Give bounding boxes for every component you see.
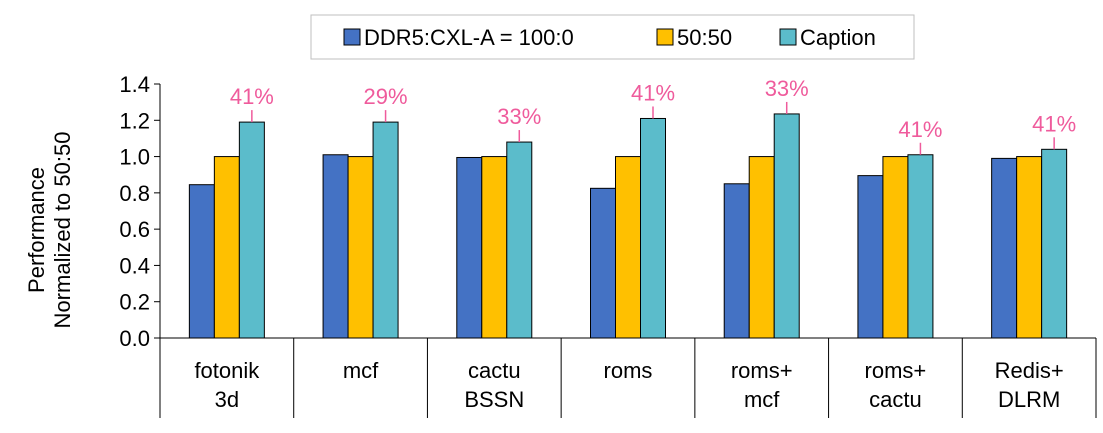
category-label: 3d (215, 387, 239, 412)
legend-swatch-5050 (656, 28, 674, 46)
y-axis-ticks: 0.0 0.2 0.4 0.6 0.8 1.0 1.2 1.4 (119, 72, 160, 351)
bar-5050 (1016, 156, 1043, 339)
bar-caption (1041, 148, 1068, 339)
category-label: roms (604, 358, 653, 383)
category-label: roms+ (865, 358, 927, 383)
annotation-label: 33% (497, 104, 541, 129)
legend-label-ddr5: DDR5:CXL-A = 100:0 (364, 25, 574, 50)
bar-caption (238, 121, 265, 339)
bar-ddr5 (456, 156, 483, 339)
annotation-label: 41% (1032, 111, 1076, 136)
bar-ddr5 (857, 175, 884, 339)
bar-ddr5 (188, 184, 215, 339)
legend-box (310, 14, 915, 60)
bar-5050 (347, 156, 374, 339)
bar-5050 (748, 156, 775, 339)
bar-5050 (481, 156, 508, 339)
annotations: 41% 29% 33% 41% 33% 41% 41% (230, 76, 1076, 155)
bar-5050 (213, 156, 240, 339)
legend-swatch-caption (779, 28, 797, 46)
annotation-label: 29% (364, 84, 408, 109)
legend: DDR5:CXL-A = 100:0 50:50 Caption (310, 14, 915, 60)
category-label: Redis+ (995, 358, 1064, 383)
bar-caption (640, 117, 666, 339)
bar-ddr5 (991, 157, 1018, 339)
bar-caption (506, 141, 533, 339)
y-tick-label: 0.0 (119, 326, 150, 351)
annotation-label: 41% (898, 117, 942, 142)
y-tick-label: 1.2 (119, 108, 150, 133)
y-tick-label: 0.8 (119, 181, 150, 206)
category-label: DLRM (998, 387, 1060, 412)
y-tick-label: 0.6 (119, 217, 150, 242)
y-tick-label: 1.0 (119, 145, 150, 170)
category-label: mcf (744, 387, 780, 412)
y-axis-label-line-2: Normalized to 50:50 (50, 132, 75, 329)
axes (159, 84, 1097, 418)
legend-label-caption: Caption (800, 25, 876, 50)
category-label: BSSN (464, 387, 524, 412)
legend-swatch-ddr5 (343, 28, 361, 46)
annotation-label: 41% (230, 84, 274, 109)
y-axis-label-line-1: Performance (24, 167, 49, 293)
bar-caption (372, 121, 399, 339)
annotation-label: 41% (631, 80, 675, 105)
bar-caption (907, 154, 934, 339)
category-label: mcf (343, 358, 379, 383)
bar-5050 (615, 156, 641, 339)
category-label: cactu (468, 358, 521, 383)
category-label: cactu (869, 387, 922, 412)
bar-caption (773, 113, 800, 339)
category-label: fotonik (194, 358, 260, 383)
y-tick-label: 1.4 (119, 72, 150, 97)
bars (188, 113, 1068, 339)
bar-ddr5 (590, 187, 616, 339)
legend-label-5050: 50:50 (677, 25, 732, 50)
bar-ddr5 (322, 154, 349, 339)
annotation-label: 33% (765, 76, 809, 101)
y-tick-label: 0.2 (119, 290, 150, 315)
y-axis-label: Performance Normalized to 50:50 (24, 132, 75, 329)
category-labels: fotonik 3d mcf cactu BSSN roms roms+ mcf roms+ ca… (194, 358, 1063, 412)
bar-ddr5 (723, 183, 750, 339)
category-label: roms+ (731, 358, 793, 383)
y-tick-label: 0.4 (119, 253, 150, 278)
bar-5050 (882, 156, 909, 339)
